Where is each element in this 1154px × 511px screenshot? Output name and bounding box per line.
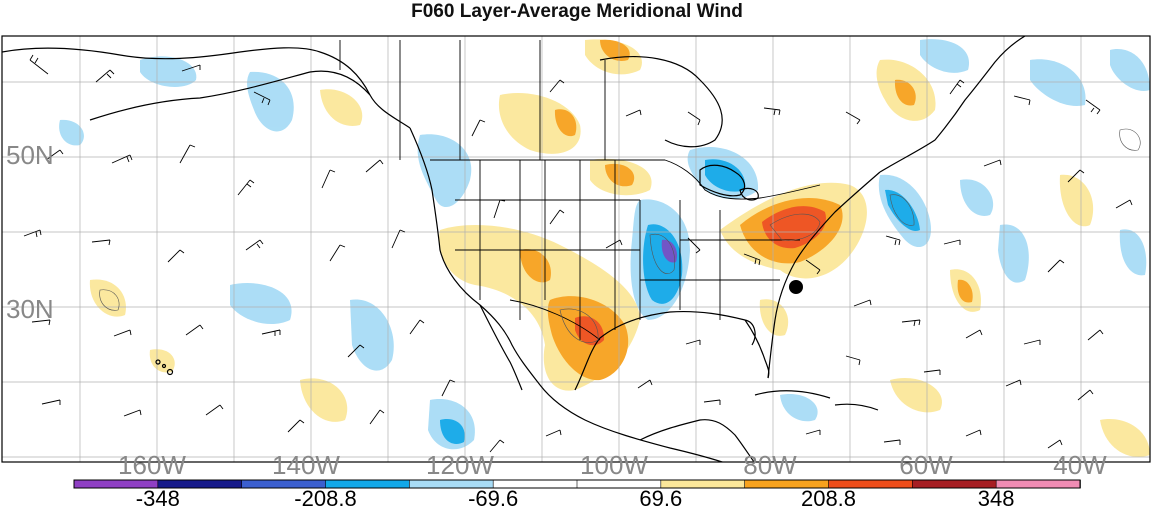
shade-blue [885,189,920,231]
shade-light-blue [59,119,84,146]
shade-light-blue [1110,49,1150,91]
map-title: F060 Layer-Average Meridional Wind [411,1,743,22]
graticule [2,36,1150,462]
shade-light-blue [140,56,197,87]
shade-light-blue [1030,59,1086,106]
shade-yellow [890,378,942,413]
shade-blue [440,419,465,444]
colorbar-swatches [73,479,1081,489]
shade-red [762,206,826,249]
shade-blue [705,159,746,192]
lon-label-120w: 120W [426,450,494,480]
lon-label-60w: 60W [899,450,953,480]
location-marker [789,280,803,294]
colorbar-tick-label: 348 [978,486,1015,511]
shade-orange [894,79,916,106]
colorbar-tick-label: -208.8 [294,486,356,511]
shade-orange [520,249,551,283]
shade-orange [554,109,577,137]
political-borders [339,40,821,341]
colorbar-ticks: -348 -208.8 -69.6 69.6 208.8 348 [136,486,1015,511]
shade-yellow [1059,174,1094,227]
wind-shading [59,39,1150,457]
colorbar-tick-label: 69.6 [639,486,682,511]
shade-purple [661,239,678,263]
shade-light-blue [230,283,292,325]
lon-labels: 160W 140W 120W 100W 80W 60W 40W [118,450,1107,480]
shade-light-blue [417,134,472,208]
lon-label-160w: 160W [118,450,186,480]
shade-yellow [759,299,789,336]
colorbar-tick-label: -348 [136,486,180,511]
lon-label-100w: 100W [580,450,648,480]
colorbar-tick-label: 208.8 [801,486,856,511]
shade-light-blue [960,179,994,216]
lon-label-140w: 140W [272,450,340,480]
shade-yellow [320,89,363,126]
lat-label-30n: 30N [6,294,54,324]
lat-label-50n: 50N [6,140,54,170]
shade-yellow [1100,419,1150,457]
shade-light-blue [350,299,394,371]
shade-light-blue [920,39,970,73]
shade-orange [605,163,635,187]
coastlines [2,36,1026,462]
shade-light-blue [247,71,294,132]
shade-light-blue [780,394,818,422]
shade-light-blue [998,224,1029,283]
shade-yellow [149,349,175,373]
colorbar-tick-label: -69.6 [468,486,518,511]
lon-label-80w: 80W [743,450,797,480]
lon-label-40w: 40W [1053,450,1107,480]
wind-barbs [23,54,1133,453]
shade-orange [957,279,973,303]
shade-orange [600,39,630,61]
shade-yellow [300,378,348,422]
shade-light-blue [1119,229,1147,276]
